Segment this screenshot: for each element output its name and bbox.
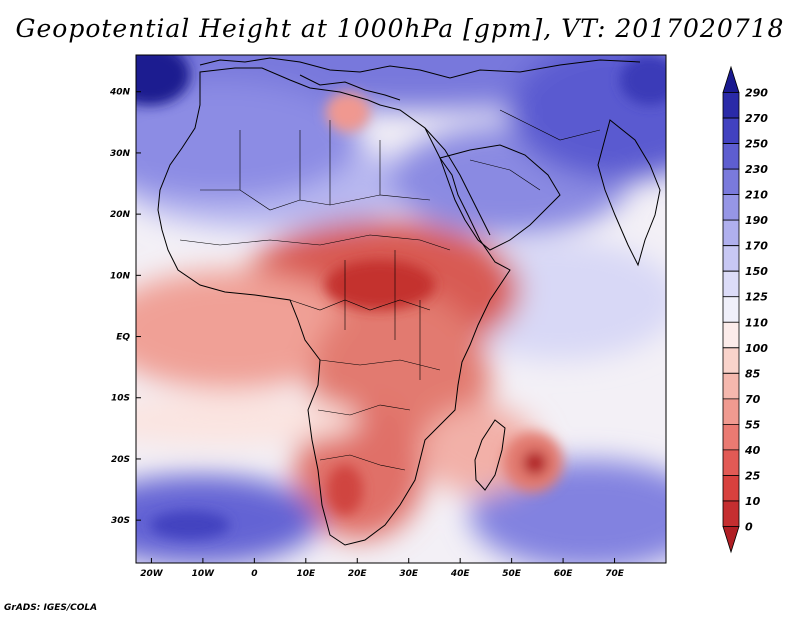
colorbar-label: 40 (744, 444, 761, 457)
colorbar-label: 10 (745, 495, 761, 508)
colorbar-swatch (722, 321, 740, 349)
colorbar-swatch (722, 65, 740, 93)
colorbar-label: 290 (745, 87, 768, 100)
low-core-central (325, 260, 435, 310)
low-core-kalahari (327, 465, 363, 515)
country-borders (179, 109, 601, 471)
colorbar-label: 70 (745, 393, 761, 406)
colorbar-swatch (722, 475, 740, 502)
colorbar-label: 85 (745, 367, 761, 380)
colorbar: 2902702502302101901701501251101008570554… (722, 65, 768, 554)
x-tick-label: 10W (192, 569, 216, 579)
y-tick-label: EQ (116, 333, 130, 343)
colorbar-swatch (722, 372, 740, 400)
high-core-south-atlantic (150, 511, 230, 539)
x-tick-label: 0 (251, 569, 257, 579)
india-coastline (597, 119, 661, 267)
colorbar-label: 125 (745, 291, 768, 304)
x-tick-label: 60E (554, 569, 574, 579)
band-south-atlantic (136, 395, 360, 445)
colorbar-label: 0 (745, 520, 753, 533)
madagascar-coastline (474, 419, 506, 491)
x-axis: 20W 10W 0 10E 20E 30E 40E 50E 60E 70E (140, 558, 625, 579)
colorbar-swatch (722, 143, 740, 170)
y-tick-label: 10S (111, 394, 130, 404)
mediterranean-coastline (299, 74, 401, 101)
y-tick-label: 10N (110, 271, 131, 281)
x-tick-label: 70E (605, 569, 625, 579)
plot-frame (135, 54, 667, 564)
colorbar-label: 230 (745, 163, 768, 176)
high-core-east (620, 55, 666, 105)
x-tick-label: 40E (450, 569, 471, 579)
y-tick-label: 20N (110, 210, 131, 220)
colorbar-swatch (722, 117, 740, 144)
colorbar-swatch (722, 296, 740, 323)
x-tick-label: 10E (296, 569, 316, 579)
high-south-atlantic (136, 475, 320, 563)
x-tick-label: 20W (140, 569, 164, 579)
colorbar-swatch (722, 168, 740, 196)
colorbar-swatch (722, 398, 740, 425)
colorbar-label: 150 (745, 265, 768, 278)
low-mascarene-core (523, 451, 547, 475)
europe-coastline (199, 57, 641, 79)
x-tick-label: 30E (399, 569, 419, 579)
colorbar-label: 100 (745, 342, 768, 355)
colorbar-swatch (722, 500, 740, 527)
colorbar-label: 110 (745, 316, 768, 329)
y-tick-label: 20S (111, 455, 130, 465)
colorbar-label: 55 (745, 418, 761, 431)
colorbar-swatch (722, 526, 740, 554)
arabia-coastline (439, 144, 561, 251)
coastlines (157, 57, 661, 546)
colorbar-label: 270 (745, 112, 768, 125)
colorbar-swatch (722, 423, 740, 451)
colorbar-label: 170 (745, 240, 768, 253)
y-tick-label: 40N (109, 88, 131, 98)
colorbar-swatch (722, 194, 740, 221)
colorbar-swatch (722, 92, 740, 119)
chart-title: Geopotential Height at 1000hPa [gpm], VT… (15, 14, 785, 43)
colorbar-label: 190 (745, 214, 768, 227)
colorbar-label: 250 (745, 138, 768, 151)
colorbar-label: 25 (745, 469, 761, 482)
y-axis: 40N 30N 20N 10N EQ 10S 20S 30S (109, 88, 141, 526)
colorbar-swatch (722, 219, 740, 247)
red-sea-coastline (424, 127, 491, 236)
x-tick-label: 50E (502, 569, 522, 579)
geopotential-field (136, 55, 666, 563)
colorbar-swatch (722, 245, 740, 272)
high-north-africa (136, 80, 360, 200)
colorbar-swatch (722, 449, 740, 476)
low-libya (326, 92, 370, 132)
low-tropical-atlantic (136, 270, 360, 390)
y-tick-label: 30S (111, 516, 130, 526)
y-tick-label: 30N (110, 149, 131, 159)
high-core-northwest (136, 55, 190, 105)
colorbar-label: 210 (745, 189, 768, 202)
africa-coastline (157, 67, 511, 546)
software-credit: GrADS: IGES/COLA (4, 603, 98, 613)
x-tick-label: 20E (348, 569, 368, 579)
colorbar-swatch (722, 347, 740, 374)
colorbar-swatch (722, 270, 740, 298)
